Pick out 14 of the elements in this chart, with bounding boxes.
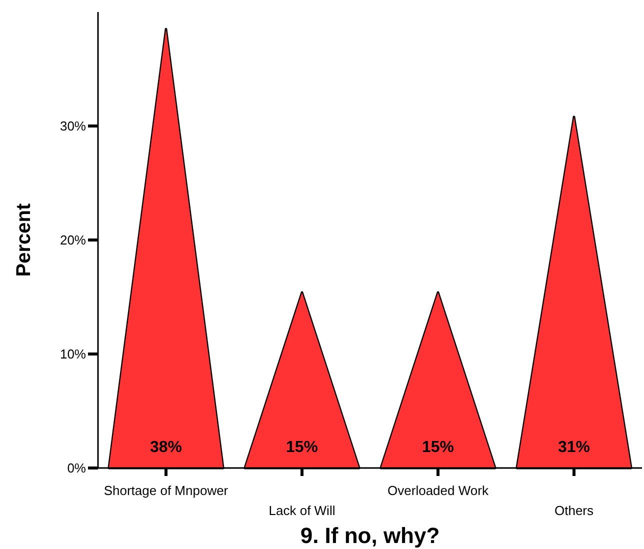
y-tick-label: 10%: [60, 346, 86, 362]
data-label: 38%: [150, 439, 182, 456]
x-axis-title: 9. If no, why?: [300, 523, 440, 548]
data-label: 15%: [422, 439, 454, 456]
y-axis-title: Percent: [13, 202, 35, 277]
y-tick-label: 0%: [67, 460, 86, 476]
y-tick-label: 30%: [60, 118, 86, 134]
x-tick-label: Shortage of Mnpower: [104, 483, 229, 498]
data-label: 15%: [286, 439, 318, 456]
x-tick-label: Overloaded Work: [388, 483, 489, 498]
x-tick-label: Others: [554, 503, 594, 518]
y-tick-label: 20%: [60, 232, 86, 248]
data-label: 31%: [558, 439, 590, 456]
x-tick-label: Lack of Will: [268, 503, 336, 518]
